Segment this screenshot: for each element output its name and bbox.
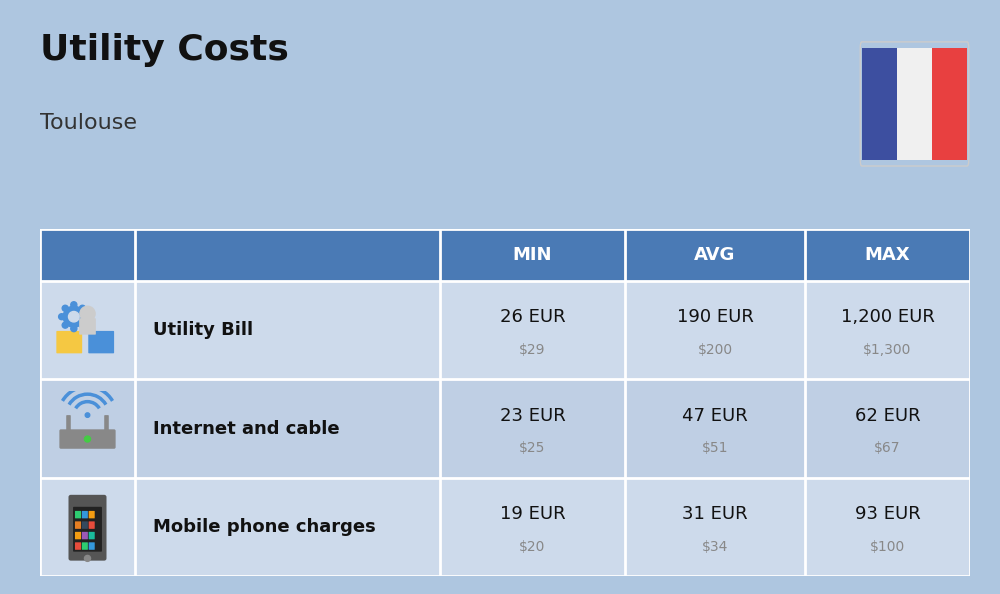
FancyBboxPatch shape [89, 532, 95, 539]
FancyBboxPatch shape [75, 522, 81, 529]
Circle shape [62, 322, 68, 328]
FancyBboxPatch shape [82, 522, 88, 529]
FancyBboxPatch shape [59, 429, 116, 448]
Circle shape [59, 314, 65, 320]
Bar [897, 48, 932, 160]
Circle shape [84, 436, 91, 442]
Circle shape [63, 307, 84, 327]
Text: Mobile phone charges: Mobile phone charges [153, 518, 376, 536]
Circle shape [79, 322, 85, 328]
Text: 47 EUR: 47 EUR [682, 407, 748, 425]
Text: 31 EUR: 31 EUR [682, 505, 748, 523]
Circle shape [80, 307, 95, 321]
Circle shape [71, 302, 77, 308]
FancyBboxPatch shape [79, 318, 96, 334]
Text: Toulouse: Toulouse [40, 113, 137, 133]
FancyBboxPatch shape [89, 542, 95, 550]
Text: Internet and cable: Internet and cable [153, 419, 340, 438]
FancyBboxPatch shape [66, 415, 71, 433]
Bar [932, 48, 967, 160]
FancyBboxPatch shape [104, 415, 109, 433]
Text: $51: $51 [702, 441, 728, 455]
Circle shape [84, 555, 91, 561]
Text: 93 EUR: 93 EUR [855, 505, 920, 523]
FancyBboxPatch shape [75, 542, 81, 550]
Bar [862, 48, 897, 160]
Circle shape [83, 314, 89, 320]
Text: 23 EUR: 23 EUR [500, 407, 565, 425]
FancyBboxPatch shape [73, 507, 102, 552]
FancyBboxPatch shape [75, 511, 81, 519]
Text: $29: $29 [519, 343, 546, 357]
Circle shape [85, 413, 90, 418]
Circle shape [62, 305, 68, 311]
Text: 1,200 EUR: 1,200 EUR [841, 308, 934, 326]
Text: $67: $67 [874, 441, 901, 455]
Text: 26 EUR: 26 EUR [500, 308, 565, 326]
Text: Utility Bill: Utility Bill [153, 321, 253, 339]
FancyBboxPatch shape [82, 532, 88, 539]
Text: $200: $200 [697, 343, 733, 357]
Text: $100: $100 [870, 540, 905, 554]
Text: 19 EUR: 19 EUR [500, 505, 565, 523]
Text: Utility Costs: Utility Costs [40, 33, 289, 67]
Circle shape [71, 326, 77, 331]
FancyBboxPatch shape [89, 511, 95, 519]
FancyBboxPatch shape [56, 331, 82, 353]
Text: 190 EUR: 190 EUR [677, 308, 753, 326]
Text: AVG: AVG [694, 246, 736, 264]
Text: $34: $34 [702, 540, 728, 554]
FancyBboxPatch shape [68, 495, 106, 561]
Circle shape [79, 305, 85, 311]
FancyBboxPatch shape [82, 542, 88, 550]
FancyBboxPatch shape [82, 511, 88, 519]
Text: $20: $20 [519, 540, 546, 554]
Text: MIN: MIN [513, 246, 552, 264]
Text: MAX: MAX [865, 246, 910, 264]
Text: $25: $25 [519, 441, 546, 455]
Text: $1,300: $1,300 [863, 343, 912, 357]
FancyBboxPatch shape [75, 532, 81, 539]
FancyBboxPatch shape [89, 522, 95, 529]
FancyBboxPatch shape [88, 331, 114, 353]
Circle shape [68, 311, 79, 322]
Text: 62 EUR: 62 EUR [855, 407, 920, 425]
